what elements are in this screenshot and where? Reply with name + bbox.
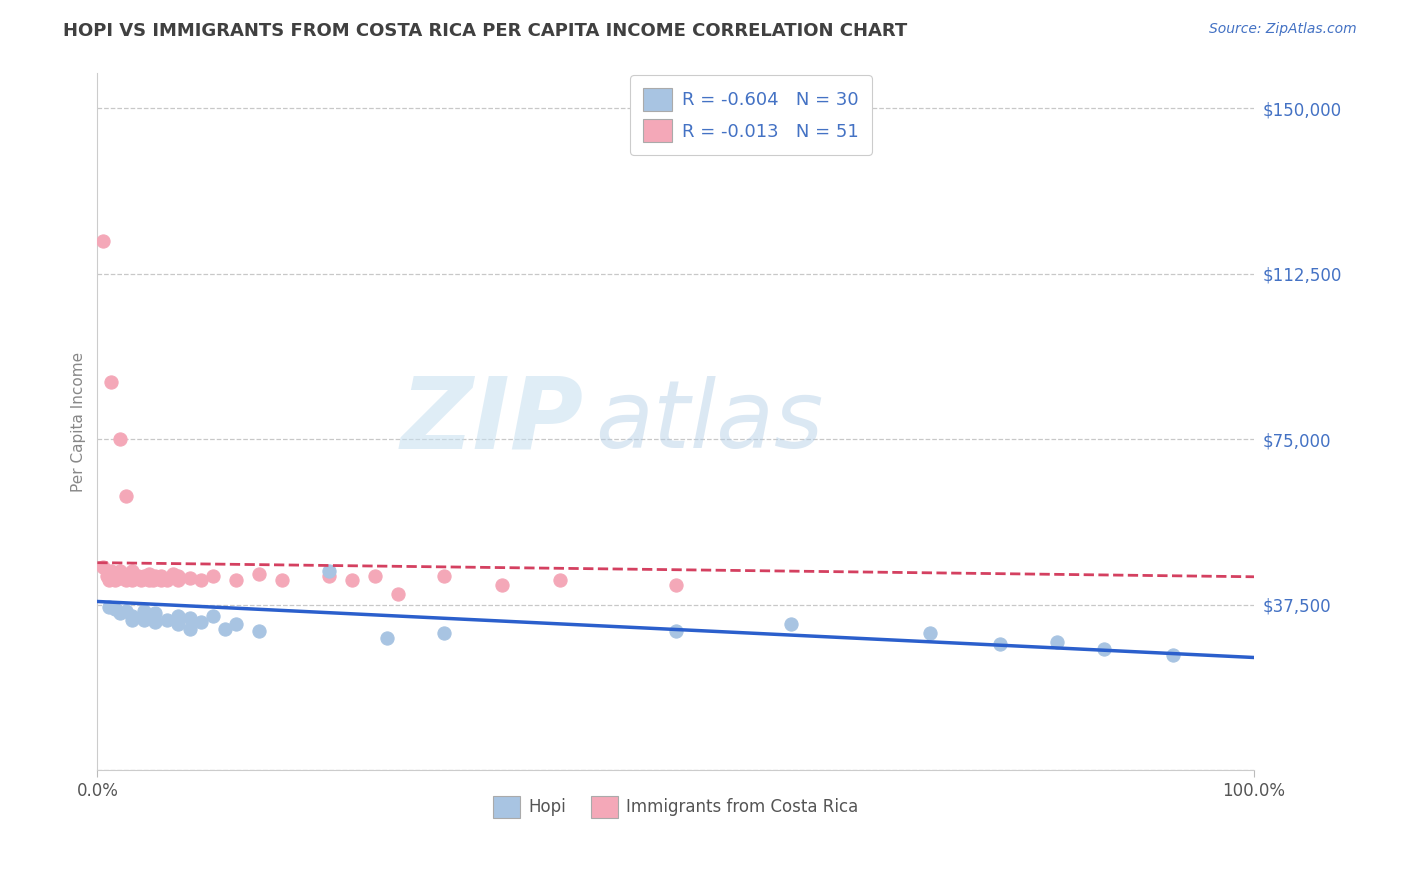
Point	[179, 611, 201, 625]
Point	[100, 565, 122, 579]
Point	[665, 578, 688, 592]
Point	[138, 566, 160, 581]
Point	[104, 574, 127, 588]
Point	[179, 571, 201, 585]
Point	[97, 574, 120, 588]
Point	[121, 574, 143, 588]
Point	[167, 608, 190, 623]
Point	[167, 569, 190, 583]
Point	[127, 571, 149, 585]
Point	[364, 569, 387, 583]
Point	[665, 624, 688, 638]
Point	[271, 574, 294, 588]
Point	[138, 574, 160, 588]
Point	[433, 626, 456, 640]
Point	[387, 586, 409, 600]
Point	[179, 622, 201, 636]
Point	[202, 608, 225, 623]
Point	[121, 608, 143, 623]
Point	[118, 569, 141, 583]
Point	[162, 566, 184, 581]
Point	[780, 617, 803, 632]
Point	[1161, 648, 1184, 663]
Point	[190, 615, 212, 630]
Point	[110, 607, 132, 621]
Point	[156, 613, 179, 627]
Point	[104, 602, 127, 616]
Point	[132, 569, 155, 583]
Point	[91, 234, 114, 248]
Point	[167, 617, 190, 632]
Point	[318, 569, 340, 583]
Point	[149, 569, 172, 583]
Point	[202, 569, 225, 583]
Point	[110, 571, 132, 585]
Point	[920, 626, 942, 640]
Point	[121, 565, 143, 579]
Point	[96, 569, 118, 583]
Point	[91, 560, 114, 574]
Point	[115, 490, 138, 504]
Point	[548, 574, 571, 588]
Point	[167, 574, 190, 588]
Point	[111, 569, 134, 583]
Point	[97, 599, 120, 614]
Point	[121, 613, 143, 627]
Point	[190, 574, 212, 588]
Point	[115, 604, 138, 618]
Point	[247, 566, 270, 581]
Point	[131, 574, 153, 588]
Point	[143, 607, 166, 621]
Point	[988, 637, 1011, 651]
Text: ZIP: ZIP	[401, 373, 583, 470]
Point	[142, 574, 165, 588]
Point	[214, 622, 236, 636]
Point	[340, 574, 363, 588]
Y-axis label: Per Capita Income: Per Capita Income	[72, 351, 86, 491]
Text: HOPI VS IMMIGRANTS FROM COSTA RICA PER CAPITA INCOME CORRELATION CHART: HOPI VS IMMIGRANTS FROM COSTA RICA PER C…	[63, 22, 907, 40]
Point	[143, 615, 166, 630]
Point	[115, 569, 138, 583]
Point	[100, 375, 122, 389]
Point	[132, 613, 155, 627]
Point	[132, 571, 155, 585]
Point	[318, 565, 340, 579]
Point	[124, 569, 146, 583]
Point	[135, 569, 157, 583]
Point	[247, 624, 270, 638]
Point	[110, 432, 132, 446]
Legend: Hopi, Immigrants from Costa Rica: Hopi, Immigrants from Costa Rica	[486, 789, 865, 824]
Point	[375, 631, 398, 645]
Point	[127, 569, 149, 583]
Point	[491, 578, 513, 592]
Point	[225, 574, 247, 588]
Text: atlas: atlas	[595, 376, 823, 467]
Point	[225, 617, 247, 632]
Point	[104, 569, 127, 583]
Point	[132, 604, 155, 618]
Point	[1092, 641, 1115, 656]
Text: Source: ZipAtlas.com: Source: ZipAtlas.com	[1209, 22, 1357, 37]
Point	[143, 569, 166, 583]
Point	[143, 571, 166, 585]
Point	[115, 574, 138, 588]
Point	[149, 574, 172, 588]
Point	[156, 574, 179, 588]
Point	[110, 565, 132, 579]
Point	[107, 569, 129, 583]
Point	[1046, 635, 1069, 649]
Point	[433, 569, 456, 583]
